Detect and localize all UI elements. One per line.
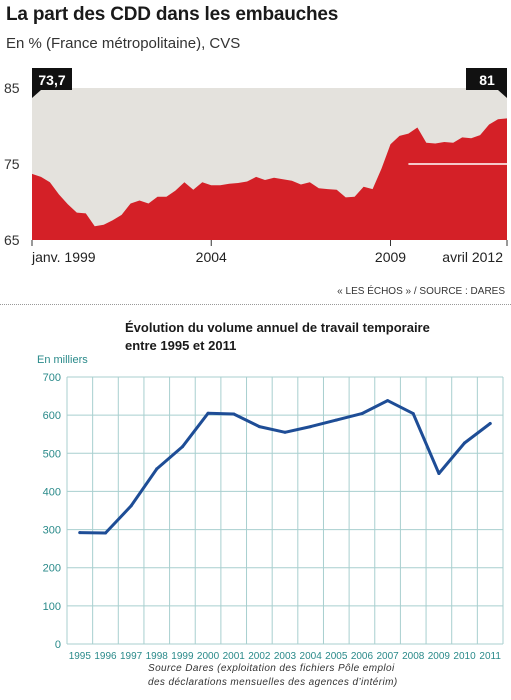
chart1-subtitle: En % (France métropolitaine), CVS xyxy=(6,35,241,52)
x-tick-label: janv. 1999 xyxy=(31,249,96,265)
y-tick-label: 500 xyxy=(43,448,61,460)
y-tick-label: 700 xyxy=(43,372,61,384)
data-point xyxy=(411,412,415,416)
start-value-badge xyxy=(32,68,72,90)
y-tick-label: 600 xyxy=(43,410,61,422)
chart2-title: Évolution du volume annuel de travail te… xyxy=(125,320,430,353)
y-tick-label: 75 xyxy=(4,156,20,172)
end-value-label: 81 xyxy=(479,72,495,88)
x-tick-label: 2009 xyxy=(375,249,406,265)
x-tick-label: avril 2012 xyxy=(442,249,503,265)
chart2-y-unit-label: En milliers xyxy=(37,354,88,366)
section-divider xyxy=(0,304,511,305)
end-value-badge xyxy=(466,68,507,90)
temporary-work-volume-line xyxy=(78,399,492,535)
data-point xyxy=(155,467,159,471)
start-value-pointer xyxy=(32,90,41,98)
data-point xyxy=(360,412,364,416)
chart2-source: Source Dares (exploitation des fichiers … xyxy=(148,662,398,690)
y-tick-label: 85 xyxy=(4,80,20,96)
x-tick-label: 2008 xyxy=(402,651,425,660)
x-tick-label: 2004 xyxy=(196,249,227,265)
data-point xyxy=(463,441,467,445)
y-tick-label: 300 xyxy=(43,525,61,537)
temporary-work-volume-chart: 0 100 200 300 400 500 600 700 1995 1996 1997 1998 19… xyxy=(43,372,504,660)
y-tick-label: 100 xyxy=(43,601,61,613)
x-tick-label: 2004 xyxy=(300,651,323,660)
x-tick-label: 2000 xyxy=(197,651,220,660)
x-tick-label: 1996 xyxy=(94,651,117,660)
x-tick-label: 1998 xyxy=(146,651,169,660)
data-point xyxy=(206,411,210,415)
data-point xyxy=(488,422,492,426)
start-value-label: 73,7 xyxy=(38,72,65,88)
x-tick-label: 1995 xyxy=(69,651,92,660)
x-tick-label: 1997 xyxy=(120,651,143,660)
x-tick-label: 1999 xyxy=(171,651,194,660)
chart1-title: La part des CDD dans les embauches xyxy=(6,4,339,25)
data-point xyxy=(334,418,338,422)
data-point xyxy=(437,472,441,476)
chart2-source-line-1: Source Dares (exploitation des fichiers … xyxy=(148,663,395,674)
data-point xyxy=(232,412,236,416)
x-tick-label: 2010 xyxy=(453,651,476,660)
y-tick-label: 0 xyxy=(55,639,61,651)
data-point xyxy=(283,430,287,434)
cdd-share-chart: 85 75 65 janv. 1999 2004 2009 avril 2012 73,7 81 xyxy=(4,68,508,265)
data-point xyxy=(386,399,390,403)
x-tick-label: 2002 xyxy=(248,651,271,660)
data-point xyxy=(78,531,82,535)
x-tick-label: 2006 xyxy=(351,651,374,660)
data-point xyxy=(257,425,261,429)
y-tick-label: 400 xyxy=(43,486,61,498)
x-tick-label: 2011 xyxy=(479,651,501,660)
data-point xyxy=(103,531,107,535)
y-tick-label: 65 xyxy=(4,232,20,248)
data-point xyxy=(309,425,313,429)
data-point xyxy=(180,445,184,449)
x-tick-label: 2003 xyxy=(274,651,297,660)
data-point xyxy=(129,504,133,508)
chart2-source-line-2: des déclarations mensuelles des agences … xyxy=(148,677,398,688)
chart1-source: « LES ÉCHOS » / SOURCE : DARES xyxy=(337,286,505,297)
y-tick-label: 200 xyxy=(43,563,61,575)
cdd-share-area xyxy=(32,118,507,240)
x-tick-label: 2005 xyxy=(325,651,348,660)
x-tick-label: 2001 xyxy=(223,651,246,660)
x-tick-label: 2009 xyxy=(428,651,451,660)
end-value-pointer xyxy=(498,90,507,98)
x-tick-label: 2007 xyxy=(376,651,399,660)
